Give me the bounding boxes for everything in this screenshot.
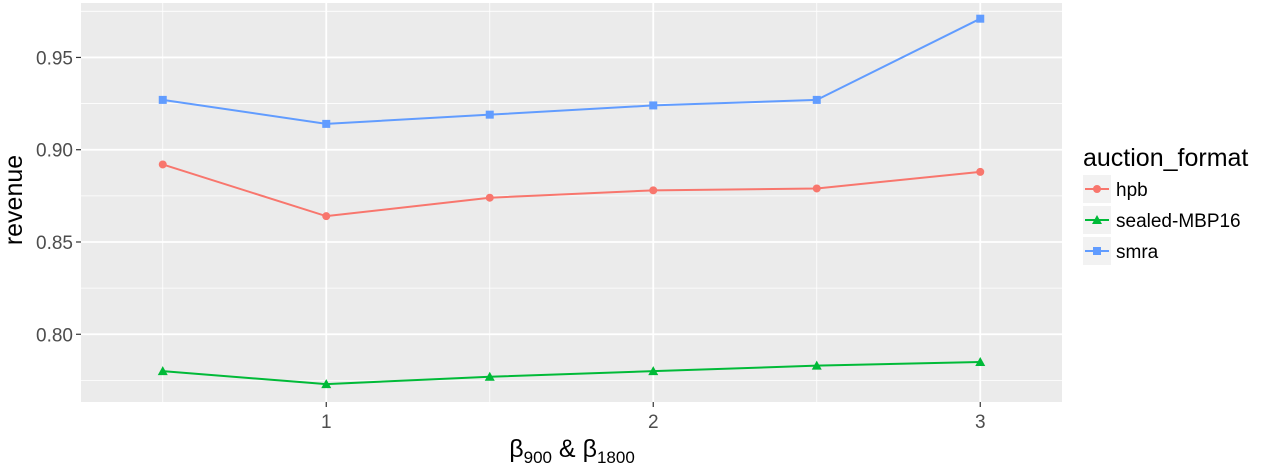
data-point-smra bbox=[812, 95, 821, 104]
y-tick-label: 0.80 bbox=[36, 325, 73, 346]
legend-item-sealed-mbp16: sealed-MBP16 bbox=[1083, 206, 1241, 234]
y-axis: 0.80 0.85 0.90 0.95 bbox=[36, 48, 81, 346]
legend-key-marker bbox=[1093, 185, 1101, 193]
series-hpb bbox=[158, 160, 985, 221]
x-axis-title-sub-1: 900 bbox=[524, 448, 552, 465]
legend-title: auction_format bbox=[1083, 144, 1248, 172]
data-point-hpb bbox=[812, 184, 821, 193]
data-point-smra bbox=[485, 110, 494, 119]
data-point-hpb bbox=[485, 193, 494, 202]
data-point-sealed-mbp16 bbox=[975, 356, 986, 366]
data-point-sealed-mbp16 bbox=[811, 360, 822, 370]
data-point-hpb bbox=[158, 160, 167, 169]
legend-item-hpb: hpb bbox=[1083, 175, 1148, 203]
y-tick-label: 0.90 bbox=[36, 141, 73, 162]
y-tick-label: 0.85 bbox=[36, 233, 73, 254]
series-sealed-mbp16 bbox=[157, 356, 986, 389]
series-layer bbox=[157, 14, 986, 389]
data-point-smra bbox=[158, 95, 167, 104]
series-line-hpb bbox=[162, 163, 981, 218]
series-smra bbox=[158, 14, 985, 128]
x-tick-label: 3 bbox=[975, 412, 986, 433]
data-point-sealed-mbp16 bbox=[157, 366, 168, 376]
x-tick-label: 2 bbox=[648, 412, 659, 433]
legend-key-marker bbox=[1092, 215, 1102, 224]
series-line-sealed-mbp16 bbox=[162, 360, 981, 386]
x-axis: 1 2 3 bbox=[321, 402, 986, 433]
legend-label: smra bbox=[1116, 242, 1159, 263]
data-point-smra bbox=[976, 14, 985, 23]
data-point-smra bbox=[322, 119, 331, 128]
x-axis-title-base-1: β bbox=[509, 435, 523, 463]
data-point-sealed-mbp16 bbox=[648, 366, 659, 376]
legend: auction_format hpb sealed-MBP16 smra bbox=[1083, 144, 1248, 265]
x-tick-label: 1 bbox=[321, 412, 332, 433]
x-axis-title: β900 & β1800 bbox=[509, 435, 635, 465]
major-gridlines bbox=[81, 3, 1062, 402]
data-point-smra bbox=[649, 101, 658, 110]
data-point-hpb bbox=[322, 212, 331, 221]
legend-item-smra: smra bbox=[1083, 237, 1159, 265]
data-point-sealed-mbp16 bbox=[484, 371, 495, 381]
legend-label: sealed-MBP16 bbox=[1116, 211, 1241, 232]
legend-key-marker bbox=[1093, 247, 1101, 255]
series-line-smra bbox=[162, 17, 981, 125]
y-axis-title: revenue bbox=[0, 155, 28, 245]
legend-label: hpb bbox=[1116, 180, 1148, 201]
data-point-hpb bbox=[976, 167, 985, 176]
y-tick-label: 0.95 bbox=[36, 48, 73, 69]
x-axis-title-base-2: β bbox=[583, 435, 597, 463]
x-axis-title-sub-2: 1800 bbox=[597, 448, 635, 465]
data-point-hpb bbox=[649, 186, 658, 195]
plot-panel bbox=[81, 3, 1062, 402]
x-axis-title-mid: & bbox=[552, 435, 583, 463]
minor-gridlines bbox=[81, 3, 1062, 402]
data-point-sealed-mbp16 bbox=[321, 379, 332, 389]
